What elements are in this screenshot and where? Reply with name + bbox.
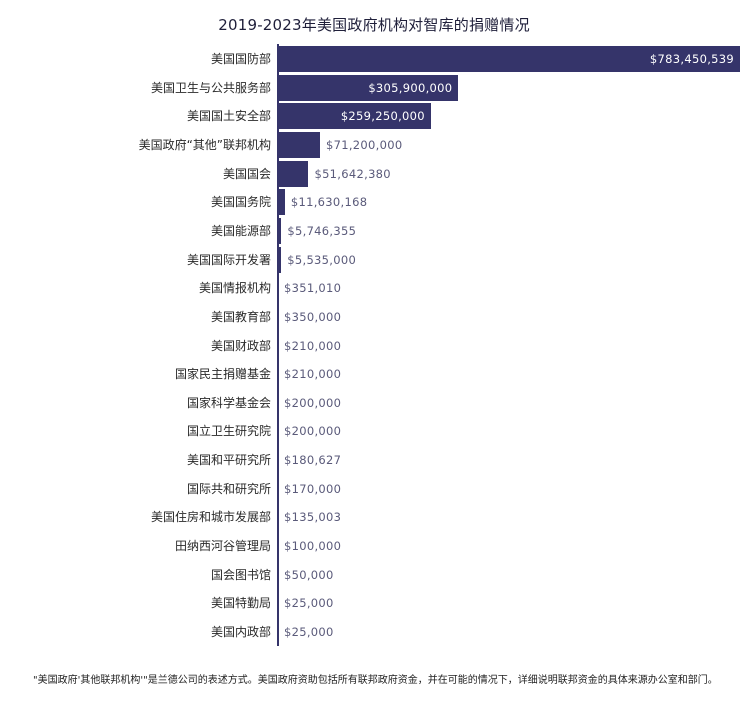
bar-row: 美国国土安全部 $259,250,000: [0, 103, 748, 130]
value-label: $71,200,000: [325, 137, 403, 152]
category-label: 国会图书馆: [210, 567, 271, 582]
value-label: $351,010: [284, 281, 342, 296]
bar-row: 美国和平研究所 $180,627: [0, 447, 748, 473]
bar-row: 美国教育部 $350,000: [0, 304, 748, 330]
bar-row: 田纳西河谷管理局 $100,000: [0, 533, 748, 559]
bar-row: 国家民主捐赠基金 $210,000: [0, 361, 748, 387]
bar-row: 国会图书馆 $50,000: [0, 562, 748, 588]
category-label: 美国教育部: [210, 309, 271, 324]
bar-row: 美国卫生与公共服务部 $305,900,000: [0, 74, 748, 101]
bar-row: 美国国际开发署 $5,535,000: [0, 246, 748, 273]
category-label: 美国国务院: [210, 195, 271, 210]
category-label: 美国国会: [222, 166, 271, 181]
category-label: 美国住房和城市发展部: [150, 510, 271, 525]
bar-row: 国家科学基金会 $200,000: [0, 390, 748, 416]
category-label: 美国特勤局: [210, 596, 271, 611]
value-label: $170,000: [284, 481, 342, 496]
bar-row: 国立卫生研究院 $200,000: [0, 418, 748, 444]
bar: [278, 160, 309, 187]
category-label: 国家民主捐赠基金: [174, 367, 271, 382]
category-label: 国家科学基金会: [186, 395, 271, 410]
bar: [278, 217, 282, 244]
bar: [278, 189, 285, 216]
category-label: 田纳西河谷管理局: [174, 539, 271, 554]
value-label: $783,450,539: [649, 52, 734, 66]
value-label: $259,250,000: [340, 109, 425, 124]
bar: [278, 103, 431, 130]
value-label: $5,746,355: [287, 223, 357, 238]
bar: [278, 46, 740, 72]
category-label: 美国内政部: [210, 625, 271, 639]
value-label: $200,000: [284, 395, 342, 410]
category-label: 美国政府“其他”联邦机构: [138, 137, 271, 152]
value-label: $350,000: [284, 309, 342, 324]
value-label: $25,000: [284, 625, 334, 639]
bar-row: 美国国会 $51,642,380: [0, 160, 748, 187]
bar-row: 美国国务院 $11,630,168: [0, 189, 748, 216]
value-label: $200,000: [284, 424, 342, 439]
bar: [278, 131, 320, 158]
category-label: 美国能源部: [210, 223, 271, 238]
footnote: "美国政府'其他联邦机构'"是兰德公司的表述方式。美国政府资助包括所有联邦政府资…: [33, 675, 718, 686]
value-label: $100,000: [284, 539, 342, 554]
bar: [278, 74, 459, 101]
category-label: 美国卫生与公共服务部: [150, 80, 271, 95]
category-label: 国立卫生研究院: [186, 424, 271, 439]
bar-row: 美国住房和城市发展部 $135,003: [0, 504, 748, 530]
category-label: 美国情报机构: [198, 281, 271, 296]
value-label: $305,900,000: [368, 80, 453, 95]
value-label: $51,642,380: [314, 166, 391, 181]
bar-row: 国际共和研究所 $170,000: [0, 476, 748, 502]
category-label: 美国财政部: [210, 338, 271, 353]
value-label: $135,003: [284, 510, 342, 525]
bar-row: 美国内政部 $25,000: [0, 619, 748, 645]
value-label: $50,000: [284, 567, 334, 582]
category-label: 国际共和研究所: [186, 481, 271, 496]
value-label: $5,535,000: [287, 252, 357, 267]
value-label: $180,627: [284, 453, 342, 468]
value-label: $210,000: [284, 338, 342, 353]
value-label: $11,630,168: [290, 195, 368, 210]
bar-row: 美国特勤局 $25,000: [0, 590, 748, 616]
bar-row: 美国财政部 $210,000: [0, 333, 748, 359]
y-axis-line: [277, 44, 279, 646]
chart-title: 2019-2023年美国政府机构对智库的捐赠情况: [218, 16, 530, 34]
category-label: 美国国际开发署: [186, 252, 271, 267]
value-label: $210,000: [284, 367, 342, 382]
category-label: 美国和平研究所: [186, 453, 271, 468]
bar-row: 美国能源部 $5,746,355: [0, 217, 748, 244]
bar-chart: 2019-2023年美国政府机构对智库的捐赠情况 美国国防部 $783,450,5…: [0, 16, 748, 646]
category-label: 美国国土安全部: [186, 109, 271, 124]
category-label: 美国国防部: [210, 52, 271, 66]
bar-row: 美国政府“其他”联邦机构 $71,200,000: [0, 131, 748, 158]
value-label: $25,000: [284, 596, 334, 611]
bar-row: 美国情报机构 $351,010: [0, 275, 748, 301]
bar: [278, 246, 282, 273]
bar-row: 美国国防部 $783,450,539: [0, 46, 748, 72]
